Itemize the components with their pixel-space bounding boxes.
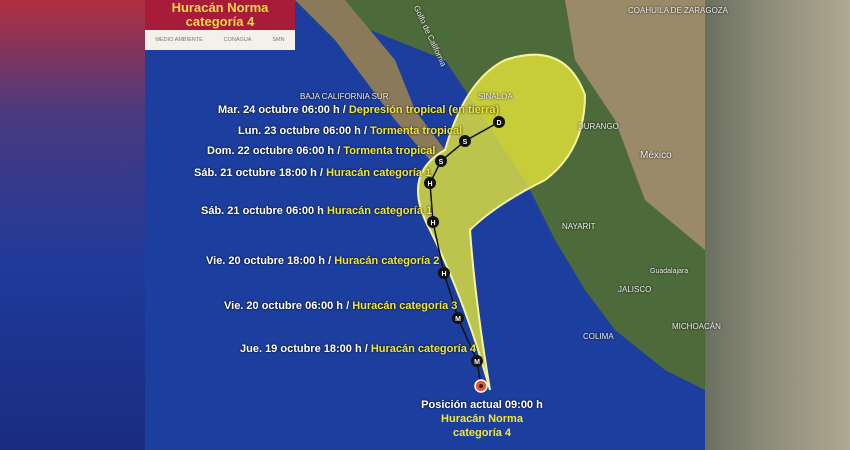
track-marker: [435, 155, 447, 167]
track-marker: [438, 267, 450, 279]
track-marker: [493, 116, 505, 128]
track-marker-letter: H: [427, 181, 432, 188]
track-marker: [459, 135, 471, 147]
place-label: NAYARIT: [562, 222, 596, 231]
highlands: [565, 0, 705, 250]
forecast-label: Mar. 24 octubre 06:00 h / Depresión trop…: [218, 104, 500, 116]
track-marker-letter: H: [430, 220, 435, 227]
place-label: COLIMA: [583, 332, 614, 341]
logo-conagua: CONAGUA: [223, 37, 252, 43]
place-label: BAJA CALIFORNIA SUR: [300, 92, 389, 101]
place-label: JALISCO: [618, 285, 652, 294]
forecast-label: Sáb. 21 octubre 06:00 h Huracán categorí…: [201, 205, 433, 217]
place-label: Guadalajara: [650, 268, 689, 275]
forecast-label: Vie. 20 octubre 06:00 h / Huracán catego…: [224, 300, 458, 312]
track-marker-letter: S: [463, 139, 468, 146]
forecast-label: Sáb. 21 octubre 18:00 h / Huracán catego…: [194, 167, 432, 179]
logo-smn: SMN: [272, 37, 285, 43]
track-marker-letter: H: [441, 271, 446, 278]
track-marker: [424, 177, 436, 189]
hurricane-track-map: D S S H H H M M: [145, 0, 705, 450]
track-marker-letter: M: [474, 359, 480, 366]
track-marker: [452, 312, 464, 324]
track-marker: [427, 216, 439, 228]
place-label: DURANGO: [578, 122, 619, 131]
track-marker-letter: D: [496, 120, 501, 127]
current-position-label: Posición actual 09:00 h Huracán Norma ca…: [421, 399, 543, 439]
title-banner: Huracán Norma categoría 4 MEDIO AMBIENTE C…: [145, 0, 295, 50]
place-label: MICHOACÁN: [672, 322, 721, 331]
place-label: SINALOA: [478, 92, 513, 101]
track-marker-letter: M: [455, 316, 461, 323]
forecast-label: Lun. 23 octubre 06:00 h / Tormenta tropi…: [238, 125, 463, 137]
title: Huracán Norma: [171, 0, 269, 15]
place-label: México: [640, 150, 672, 161]
place-label: COAHUILA DE ZARAGOZA: [628, 6, 729, 15]
logo-medio-ambiente: MEDIO AMBIENTE: [155, 37, 203, 43]
blurred-background-left: [0, 0, 145, 450]
track-marker-letter: S: [439, 159, 444, 166]
forecast-label: Dom. 22 octubre 06:00 h / Tormenta tropi…: [207, 145, 436, 157]
track-marker: [471, 355, 483, 367]
subtitle: categoría 4: [185, 14, 255, 29]
forecast-label: Vie. 20 octubre 18:00 h / Huracán catego…: [206, 255, 440, 267]
forecast-label: Jue. 19 octubre 18:00 h / Huracán catego…: [240, 343, 476, 355]
baja-peninsula: [295, 0, 445, 160]
blurred-background-right: [705, 0, 850, 450]
